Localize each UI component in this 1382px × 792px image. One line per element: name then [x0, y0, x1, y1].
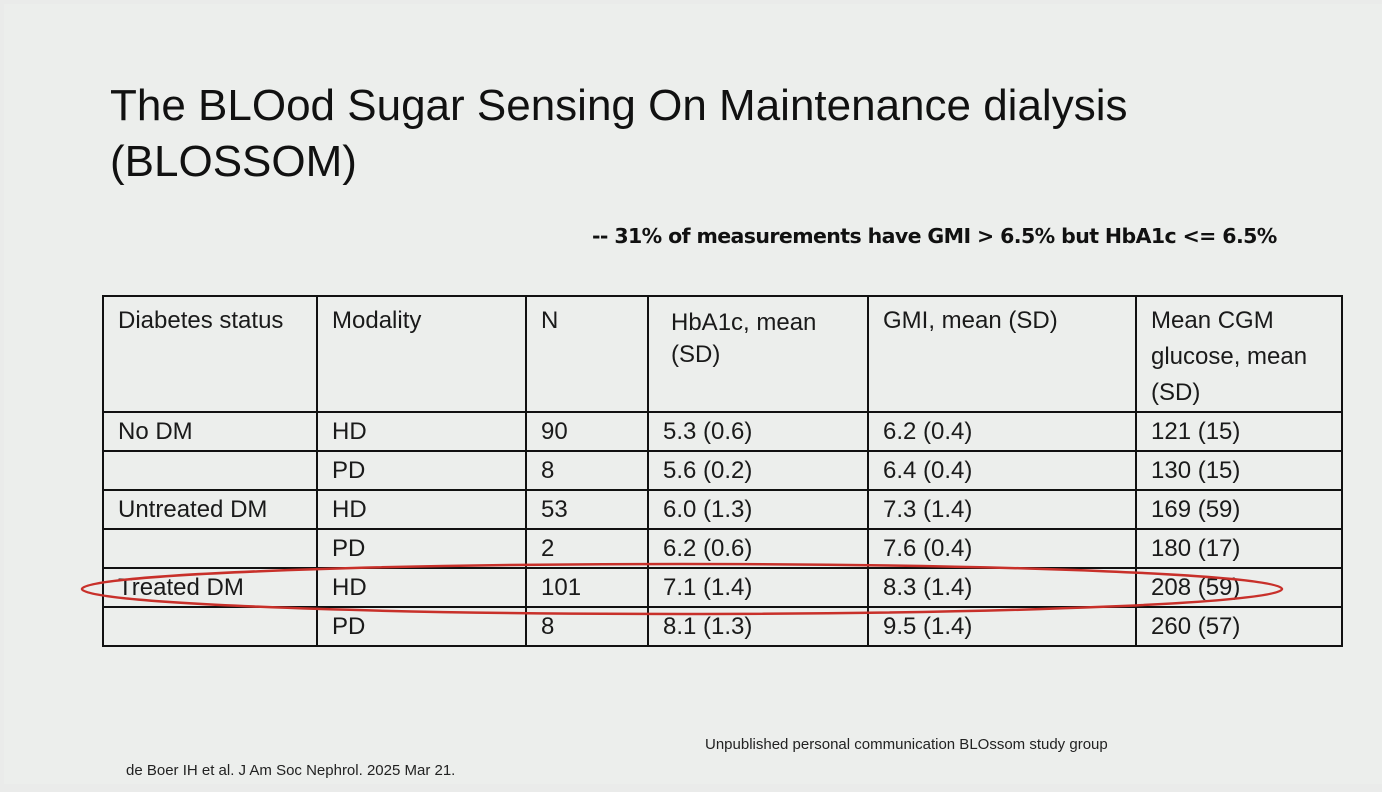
cell-hba1c: 8.1 (1.3) [647, 606, 869, 647]
cell-n: 53 [525, 489, 649, 530]
cell-n: 101 [525, 567, 649, 608]
cell-diabetes-status: Untreated DM [102, 489, 318, 530]
header-hba1c: HbA1c, mean (SD) [647, 295, 869, 413]
cell-n: 2 [525, 528, 649, 569]
footnote-citation: de Boer IH et al. J Am Soc Nephrol. 2025… [126, 762, 456, 779]
cell-cgm-glucose: 208 (59) [1135, 567, 1343, 608]
cell-modality: HD [316, 567, 527, 608]
header-cgm-glucose: Mean CGM glucose, mean (SD) [1135, 295, 1343, 413]
table-row: PD 8 5.6 (0.2) 6.4 (0.4) 130 (15) [102, 450, 1343, 491]
cell-modality: PD [316, 528, 527, 569]
cell-n: 8 [525, 606, 649, 647]
cell-diabetes-status [102, 528, 318, 569]
cell-n: 90 [525, 411, 649, 452]
cell-gmi: 6.2 (0.4) [867, 411, 1137, 452]
table-row: Untreated DM HD 53 6.0 (1.3) 7.3 (1.4) 1… [102, 489, 1343, 530]
cell-cgm-glucose: 180 (17) [1135, 528, 1343, 569]
cell-modality: PD [316, 606, 527, 647]
cell-diabetes-status [102, 450, 318, 491]
cell-hba1c: 7.1 (1.4) [647, 567, 869, 608]
cell-hba1c: 5.3 (0.6) [647, 411, 869, 452]
footnote-unpublished: Unpublished personal communication BLOss… [705, 736, 1108, 753]
cell-gmi: 6.4 (0.4) [867, 450, 1137, 491]
cell-cgm-glucose: 121 (15) [1135, 411, 1343, 452]
table-header-row: Diabetes status Modality N HbA1c, mean (… [102, 295, 1343, 413]
cell-cgm-glucose: 260 (57) [1135, 606, 1343, 647]
key-finding-subtitle: -- 31% of measurements have GMI > 6.5% b… [592, 224, 1277, 248]
table-row: PD 2 6.2 (0.6) 7.6 (0.4) 180 (17) [102, 528, 1343, 569]
table-row-highlighted: Treated DM HD 101 7.1 (1.4) 8.3 (1.4) 20… [102, 567, 1343, 608]
cell-modality: HD [316, 489, 527, 530]
slide-title: The BLOod Sugar Sensing On Maintenance d… [110, 81, 1128, 186]
cell-n: 8 [525, 450, 649, 491]
cell-modality: HD [316, 411, 527, 452]
cell-gmi: 8.3 (1.4) [867, 567, 1137, 608]
cell-diabetes-status: No DM [102, 411, 318, 452]
cell-cgm-glucose: 169 (59) [1135, 489, 1343, 530]
header-modality: Modality [316, 295, 527, 413]
cell-hba1c: 6.0 (1.3) [647, 489, 869, 530]
results-table: Diabetes status Modality N HbA1c, mean (… [102, 295, 1343, 647]
cell-gmi: 7.3 (1.4) [867, 489, 1137, 530]
cell-hba1c: 6.2 (0.6) [647, 528, 869, 569]
table-row: No DM HD 90 5.3 (0.6) 6.2 (0.4) 121 (15) [102, 411, 1343, 452]
cell-diabetes-status: Treated DM [102, 567, 318, 608]
cell-hba1c: 5.6 (0.2) [647, 450, 869, 491]
header-gmi: GMI, mean (SD) [867, 295, 1137, 413]
cell-diabetes-status [102, 606, 318, 647]
table-row: PD 8 8.1 (1.3) 9.5 (1.4) 260 (57) [102, 606, 1343, 647]
cell-modality: PD [316, 450, 527, 491]
header-n: N [525, 295, 649, 413]
cell-cgm-glucose: 130 (15) [1135, 450, 1343, 491]
cell-gmi: 9.5 (1.4) [867, 606, 1137, 647]
cell-gmi: 7.6 (0.4) [867, 528, 1137, 569]
header-diabetes-status: Diabetes status [102, 295, 318, 413]
